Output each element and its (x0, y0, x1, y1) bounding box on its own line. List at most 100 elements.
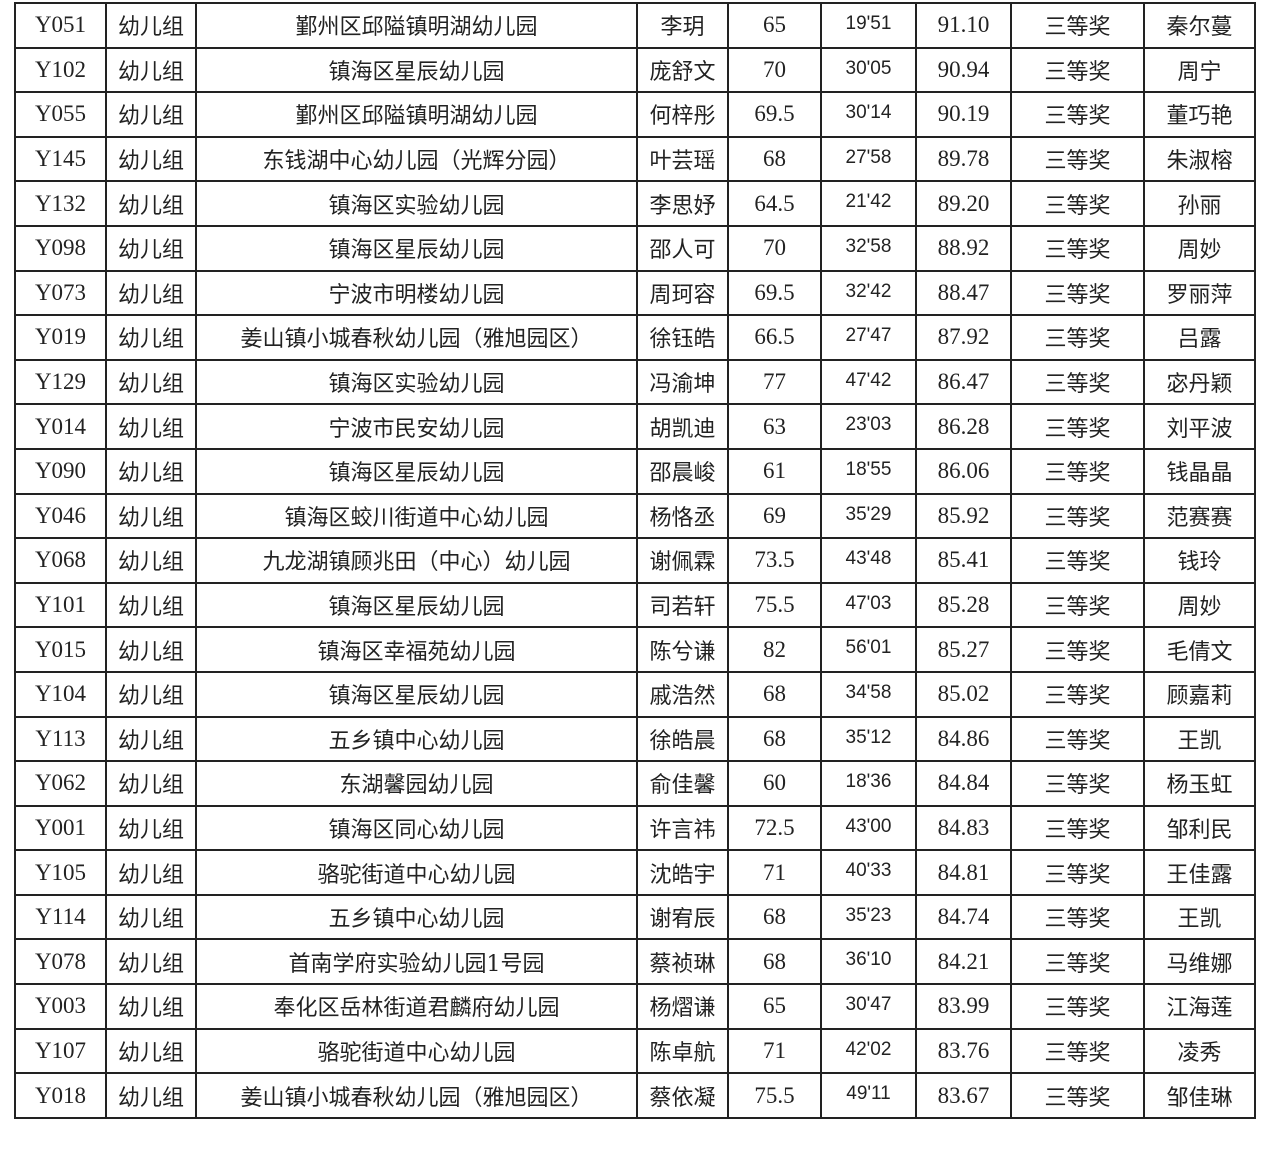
score-cell: 72.5 (727, 804, 822, 852)
group-cell: 幼儿组 (105, 760, 197, 807)
school-cell: 镇海区星辰幼儿园 (195, 670, 638, 718)
entry-id-cell: Y102 (14, 46, 107, 94)
teacher-cell: 孙丽 (1143, 180, 1256, 227)
student-name-cell: 叶芸瑶 (636, 135, 729, 183)
time-cell: 43'48 (820, 537, 917, 584)
entry-id-cell: Y090 (14, 447, 107, 495)
entry-id-cell: Y113 (14, 715, 107, 763)
award-cell: 三等奖 (1010, 403, 1145, 450)
table-row: Y145 幼儿组 东钱湖中心幼儿园（光辉分园） 叶芸瑶 68 27'58 89.78 三等奖朱… (14, 135, 1256, 183)
score-cell: 70 (727, 46, 822, 94)
score-cell: 71 (727, 849, 822, 896)
teacher-cell: 邹利民 (1143, 804, 1256, 852)
group-cell: 幼儿组 (105, 91, 197, 138)
time-cell: 27'47 (820, 314, 917, 361)
time-cell: 34'58 (820, 670, 917, 718)
group-cell: 幼儿组 (105, 983, 197, 1030)
entry-id-cell: Y062 (14, 760, 107, 807)
final-score-cell: 83.99 (915, 983, 1012, 1030)
student-name-cell: 李玥 (636, 2, 729, 49)
final-score-cell: 86.47 (915, 358, 1012, 406)
time-cell: 42'02 (820, 1027, 917, 1075)
teacher-cell: 王凯 (1143, 893, 1256, 941)
time-cell: 30'47 (820, 983, 917, 1030)
group-cell: 幼儿组 (105, 269, 197, 317)
student-name-cell: 沈皓宇 (636, 849, 729, 896)
score-cell: 64.5 (727, 180, 822, 227)
entry-id-cell: Y003 (14, 983, 107, 1030)
entry-id-cell: Y145 (14, 135, 107, 183)
final-score-cell: 85.41 (915, 537, 1012, 584)
group-cell: 幼儿组 (105, 626, 197, 673)
teacher-cell: 范赛赛 (1143, 492, 1256, 540)
table-row: Y001 幼儿组 镇海区同心幼儿园 许言祎 72.5 43'00 84.83 三等奖 邹利民 (14, 804, 1256, 852)
group-cell: 幼儿组 (105, 804, 197, 852)
time-cell: 32'42 (820, 269, 917, 317)
award-cell: 三等奖 (1010, 269, 1145, 317)
time-cell: 47'03 (820, 581, 917, 629)
entry-id-cell: Y078 (14, 938, 107, 986)
teacher-cell: 邹佳琳 (1143, 1072, 1256, 1119)
teacher-cell: 董巧艳 (1143, 91, 1256, 138)
group-cell: 幼儿组 (105, 1027, 197, 1075)
time-cell: 30'05 (820, 46, 917, 94)
time-cell: 43'00 (820, 804, 917, 852)
time-cell: 21'42 (820, 180, 917, 227)
time-cell: 23'03 (820, 403, 917, 450)
table-row: Y129 幼儿组 镇海区实验幼儿园 冯渝坤 77 47'42 86.47 三等奖 宓丹颖 (14, 358, 1256, 406)
score-cell: 68 (727, 715, 822, 763)
student-name-cell: 戚浩然 (636, 670, 729, 718)
award-cell: 三等奖 (1010, 804, 1145, 852)
final-score-cell: 88.92 (915, 224, 1012, 272)
time-cell: 47'42 (820, 358, 917, 406)
table-row: Y051 幼儿组 鄞州区邱隘镇明湖幼儿园 李玥 65 19'51 91.10 三等奖 秦尔蔓 (14, 2, 1256, 49)
time-cell: 56'01 (820, 626, 917, 673)
award-cell: 三等奖 (1010, 1027, 1145, 1075)
group-cell: 幼儿组 (105, 403, 197, 450)
table-row: Y105 幼儿组 骆驼街道中心幼儿园 沈皓宇 71 40'33 84.81 三等奖 王佳露 (14, 849, 1256, 896)
teacher-cell: 钱晶晶 (1143, 447, 1256, 495)
score-cell: 82 (727, 626, 822, 673)
final-score-cell: 86.06 (915, 447, 1012, 495)
school-cell: 姜山镇小城春秋幼儿园（雅旭园区） (195, 314, 638, 361)
score-cell: 68 (727, 135, 822, 183)
school-cell: 首南学府实验幼儿园1号园 (195, 938, 638, 986)
teacher-cell: 周宁 (1143, 46, 1256, 94)
entry-id-cell: Y129 (14, 358, 107, 406)
score-cell: 73.5 (727, 537, 822, 584)
award-cell: 三等奖 (1010, 492, 1145, 540)
entry-id-cell: Y018 (14, 1072, 107, 1119)
score-cell: 71 (727, 1027, 822, 1075)
teacher-cell: 王佳露 (1143, 849, 1256, 896)
score-cell: 68 (727, 670, 822, 718)
entry-id-cell: Y105 (14, 849, 107, 896)
time-cell: 32'58 (820, 224, 917, 272)
school-cell: 奉化区岳林街道君麟府幼儿园 (195, 983, 638, 1030)
award-cell: 三等奖 (1010, 581, 1145, 629)
time-cell: 35'12 (820, 715, 917, 763)
time-cell: 49'11 (820, 1072, 917, 1119)
group-cell: 幼儿组 (105, 180, 197, 227)
entry-id-cell: Y068 (14, 537, 107, 584)
table-row: Y098 幼儿组 镇海区星辰幼儿园 邵人可 70 32'58 88.92 三等奖 周妙 (14, 224, 1256, 272)
school-cell: 五乡镇中心幼儿园 (195, 715, 638, 763)
group-cell: 幼儿组 (105, 849, 197, 896)
school-cell: 镇海区星辰幼儿园 (195, 224, 638, 272)
table-row: Y090 幼儿组 镇海区星辰幼儿园 邵晨峻 61 18'55 86.06 三等奖 钱晶晶 (14, 447, 1256, 495)
school-cell: 九龙湖镇顾兆田（中心）幼儿园 (195, 537, 638, 584)
score-cell: 61 (727, 447, 822, 495)
score-cell: 69.5 (727, 269, 822, 317)
table-row: Y114 幼儿组 五乡镇中心幼儿园 谢宥辰 68 35'23 84.74 三等奖 王凯 (14, 893, 1256, 941)
award-cell: 三等奖 (1010, 626, 1145, 673)
time-cell: 27'58 (820, 135, 917, 183)
teacher-cell: 江海莲 (1143, 983, 1256, 1030)
student-name-cell: 杨恪丞 (636, 492, 729, 540)
student-name-cell: 俞佳馨 (636, 760, 729, 807)
student-name-cell: 周珂容 (636, 269, 729, 317)
time-cell: 18'36 (820, 760, 917, 807)
group-cell: 幼儿组 (105, 670, 197, 718)
final-score-cell: 88.47 (915, 269, 1012, 317)
time-cell: 36'10 (820, 938, 917, 986)
score-cell: 65 (727, 983, 822, 1030)
award-cell: 三等奖 (1010, 180, 1145, 227)
